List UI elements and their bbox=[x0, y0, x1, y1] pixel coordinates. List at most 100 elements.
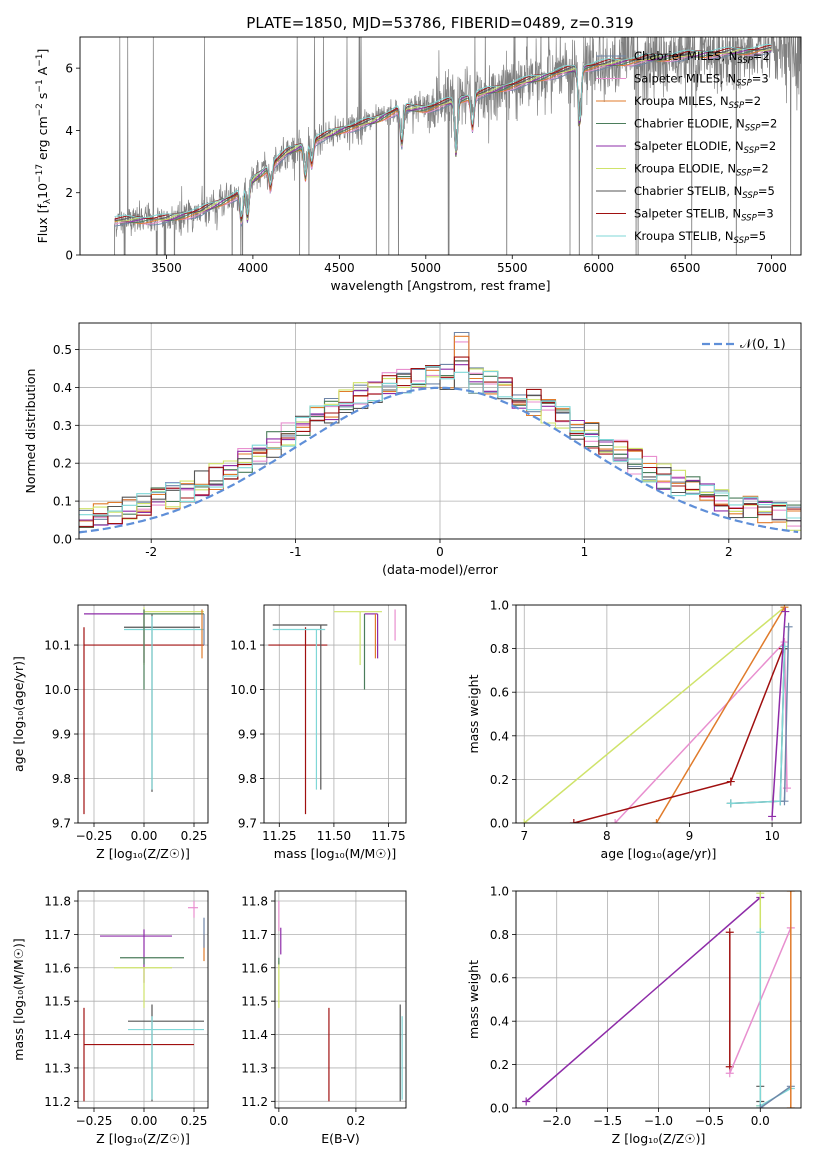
y-tick-label: 11.7 bbox=[241, 928, 268, 942]
y-tick-label: 2 bbox=[65, 186, 73, 200]
weight-marker-salpeter_miles bbox=[611, 819, 620, 823]
weight-marker-kroupa_elodie bbox=[520, 819, 529, 823]
axes-weight_vs_Z: −2.0 −1.5 −1.0 −0.5 0.0 0.0 0.2 0.4 0.6 0.8 1.0 Z [… bbox=[466, 885, 802, 1146]
plot-area-age_vs_Z bbox=[78, 605, 208, 823]
y-tick-label: 0.4 bbox=[490, 1015, 509, 1029]
plot-area-mass_vs_Z bbox=[78, 891, 208, 1108]
y-tick-label: 11.5 bbox=[241, 995, 268, 1009]
legend-tail: =2 bbox=[759, 139, 776, 153]
x-tick-label: 7 bbox=[520, 829, 528, 843]
y-label-part: erg cm bbox=[35, 116, 50, 164]
plot-area-residuals bbox=[79, 323, 801, 539]
y-tick-label: 11.7 bbox=[44, 928, 71, 942]
y-tick-label: 1.0 bbox=[490, 885, 509, 899]
plot-area-age_vs_mass bbox=[264, 605, 406, 823]
weight-marker-kroupa_miles bbox=[652, 819, 661, 823]
legend-main: Kroupa MILES, N bbox=[634, 94, 729, 108]
x-axis-label: age [log₁₀(age/yr)] bbox=[601, 846, 717, 861]
y-tick-label: 0.4 bbox=[490, 729, 509, 743]
errorbar-point-salpeter_miles bbox=[188, 901, 198, 918]
y-label-part: −2 bbox=[35, 103, 45, 116]
legend-main: Salpeter MILES, N bbox=[634, 72, 736, 86]
axes-frame bbox=[77, 604, 209, 824]
y-tick-label: 9.7 bbox=[52, 817, 71, 831]
x-tick-label: 10 bbox=[764, 829, 779, 843]
legend-sub: SSP bbox=[742, 191, 758, 201]
x-tick-label: -1 bbox=[290, 545, 302, 559]
plot-area-weight_vs_Z bbox=[516, 891, 801, 1108]
axes-age_vs_mass: 11.25 11.50 11.75 9.7 9.8 9.9 10.0 10.1 mass [lo… bbox=[230, 604, 407, 861]
y-tick-label: 0.2 bbox=[53, 457, 72, 471]
legend-entry-salpeter_stelib: Salpeter STELIB, NSSP=3 bbox=[634, 207, 774, 224]
x-tick-label: −0.25 bbox=[76, 1114, 113, 1128]
x-axis-label: Z [log₁₀(Z/Z☉)] bbox=[96, 846, 190, 861]
legend-tail: =3 bbox=[757, 207, 774, 221]
legend-tail: =2 bbox=[760, 117, 777, 131]
y-tick-label: 11.5 bbox=[44, 995, 71, 1009]
x-tick-label: 0.25 bbox=[181, 1114, 208, 1128]
y-label-part: A bbox=[35, 66, 50, 79]
y-tick-label: 0.1 bbox=[53, 495, 72, 509]
legend-tail: =2 bbox=[752, 162, 769, 176]
y-tick-label: 11.8 bbox=[44, 895, 71, 909]
y-axis-label: mass [log₁₀(M/M☉)] bbox=[11, 938, 26, 1060]
legend-sub: SSP bbox=[734, 236, 750, 246]
y-label-part: λ bbox=[43, 198, 53, 204]
y-tick-label: 1.0 bbox=[490, 599, 509, 613]
errorbar-point-kroupa_elodie bbox=[333, 611, 382, 666]
errorbar-point-kroupa_stelib bbox=[128, 1016, 204, 1100]
axes-frame bbox=[79, 36, 802, 256]
x-tick-label: −1.0 bbox=[644, 1114, 673, 1128]
x-tick-label: 4000 bbox=[238, 261, 269, 275]
x-tick-label: 0.0 bbox=[751, 1114, 770, 1128]
legend-entry-gaussian: 𝒩(0, 1) bbox=[740, 336, 786, 351]
x-tick-label: 9 bbox=[686, 829, 694, 843]
y-tick-label: 0.0 bbox=[53, 533, 72, 547]
histogram-kroupa_stelib bbox=[79, 366, 801, 519]
y-axis-label: Normed distribution bbox=[23, 369, 38, 494]
legend-main: Kroupa STELIB, N bbox=[634, 229, 734, 243]
axes-mass_vs_Z: −0.25 0.00 0.25 11.2 11.3 11.4 11.5 11.6 11.7 11.… bbox=[11, 890, 209, 1146]
x-tick-label: 6000 bbox=[583, 261, 614, 275]
legend-entry-salpeter_miles: Salpeter MILES, NSSP=3 bbox=[634, 72, 769, 89]
axes-weight_vs_age: 7 8 9 10 0.0 0.2 0.4 0.6 0.8 1.0 age [log₁₀(age/yr… bbox=[466, 599, 802, 861]
legend-sub: SSP bbox=[729, 101, 745, 111]
weight-marker-kroupa_miles bbox=[780, 605, 789, 612]
legend-main: Kroupa ELODIE, N bbox=[634, 162, 736, 176]
y-tick-label: 9.8 bbox=[52, 772, 71, 786]
weight-line-chabrier_miles bbox=[783, 626, 790, 802]
x-tick-label: 8 bbox=[603, 829, 611, 843]
y-tick-label: 0.4 bbox=[53, 381, 72, 395]
x-axis-label: E(B-V) bbox=[321, 1131, 360, 1146]
legend-entry-salpeter_elodie: Salpeter ELODIE, NSSP=2 bbox=[634, 139, 776, 156]
legend-main: Salpeter ELODIE, N bbox=[634, 139, 744, 153]
y-axis-label: Flux [fλ10−17 erg cm−2 s−1 A−1] bbox=[35, 49, 53, 244]
x-tick-label: 7000 bbox=[756, 261, 787, 275]
plot-area-weight_vs_age bbox=[516, 605, 801, 823]
weight-marker-kroupa_stelib bbox=[756, 928, 765, 937]
y-tick-label: 10.1 bbox=[230, 639, 257, 653]
y-tick-label: 9.8 bbox=[238, 772, 257, 786]
x-tick-label: 0.25 bbox=[181, 829, 208, 843]
y-tick-label: 9.9 bbox=[238, 728, 257, 742]
weight-marker-salpeter_elodie bbox=[522, 1097, 531, 1106]
plots-layer: 3500 4000 4500 5000 5500 6000 6500 7000 0 2 4 6 wave… bbox=[11, 36, 802, 1146]
legend-tail: =2 bbox=[753, 49, 770, 63]
weight-line-chabrier_miles bbox=[759, 1085, 792, 1108]
x-tick-label: −1.5 bbox=[593, 1114, 622, 1128]
y-tick-label: 0.2 bbox=[490, 1058, 509, 1072]
weight-marker-salpeter_elodie bbox=[781, 607, 790, 616]
y-label-part: ] bbox=[35, 49, 50, 54]
x-tick-label: 0 bbox=[436, 545, 444, 559]
legend-entry-chabrier_elodie: Chabrier ELODIE, NSSP=2 bbox=[634, 117, 777, 134]
legend-main: Chabrier ELODIE, N bbox=[634, 117, 745, 131]
x-tick-label: 0.2 bbox=[346, 1114, 365, 1128]
y-tick-label: 0.8 bbox=[490, 642, 509, 656]
weight-marker-chabrier_miles bbox=[780, 797, 789, 806]
errorbar-point-chabrier_stelib bbox=[272, 624, 328, 790]
weight-marker-salpeter_elodie bbox=[768, 812, 777, 821]
x-tick-label: -2 bbox=[145, 545, 157, 559]
x-axis-label: mass [log₁₀(M/M☉)] bbox=[274, 846, 396, 861]
errorbar-point-chabrier_elodie bbox=[143, 609, 204, 690]
